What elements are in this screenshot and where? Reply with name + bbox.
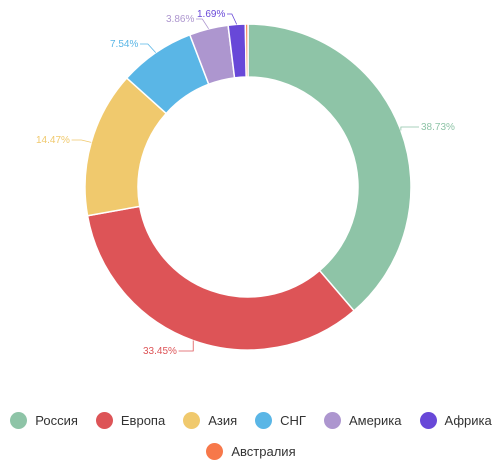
label-america: 3.86% <box>166 14 194 25</box>
slice-russia[interactable] <box>247 23 412 312</box>
legend-dot-asia <box>183 412 201 429</box>
legend-label-europe: Европа <box>120 413 166 428</box>
connector-africa <box>227 13 238 25</box>
connector-america <box>196 18 209 30</box>
legend-item-australia[interactable]: Австралия <box>206 443 296 460</box>
legend: Россия Европа Азия СНГ Америка Африка <box>0 412 502 429</box>
legend-dot-australia <box>206 443 224 460</box>
legend-label-america: Америка <box>348 413 402 428</box>
legend-item-cis[interactable]: СНГ <box>255 412 306 429</box>
connector-europe <box>178 340 194 352</box>
label-cis: 7.54% <box>110 39 138 50</box>
legend-dot-africa <box>419 412 437 429</box>
legend-dot-russia <box>10 412 28 429</box>
legend-label-cis: СНГ <box>280 413 306 428</box>
legend-dot-cis <box>255 412 273 429</box>
legend-label-africa: Африка <box>444 413 492 428</box>
label-africa: 1.69% <box>197 9 225 20</box>
slice-australia[interactable] <box>244 23 249 78</box>
legend-label-russia: Россия <box>35 413 78 428</box>
label-asia: 14.47% <box>36 135 70 146</box>
slice-europe[interactable] <box>86 205 356 351</box>
label-russia: 38.73% <box>421 122 455 133</box>
connector-cis <box>140 43 157 53</box>
connector-asia <box>71 139 92 143</box>
legend-item-europe[interactable]: Европа <box>95 412 166 429</box>
legend-item-africa[interactable]: Африка <box>419 412 492 429</box>
legend-dot-america <box>323 412 341 429</box>
label-europe: 33.45% <box>143 346 177 357</box>
connector-russia <box>400 126 419 131</box>
legend-row-2: Австралия <box>0 443 502 460</box>
legend-item-asia[interactable]: Азия <box>183 412 237 429</box>
legend-item-russia[interactable]: Россия <box>10 412 78 429</box>
legend-item-america[interactable]: Америка <box>323 412 402 429</box>
legend-label-asia: Азия <box>208 413 238 428</box>
legend-dot-europe <box>95 412 113 429</box>
legend-label-australia: Австралия <box>231 444 296 459</box>
